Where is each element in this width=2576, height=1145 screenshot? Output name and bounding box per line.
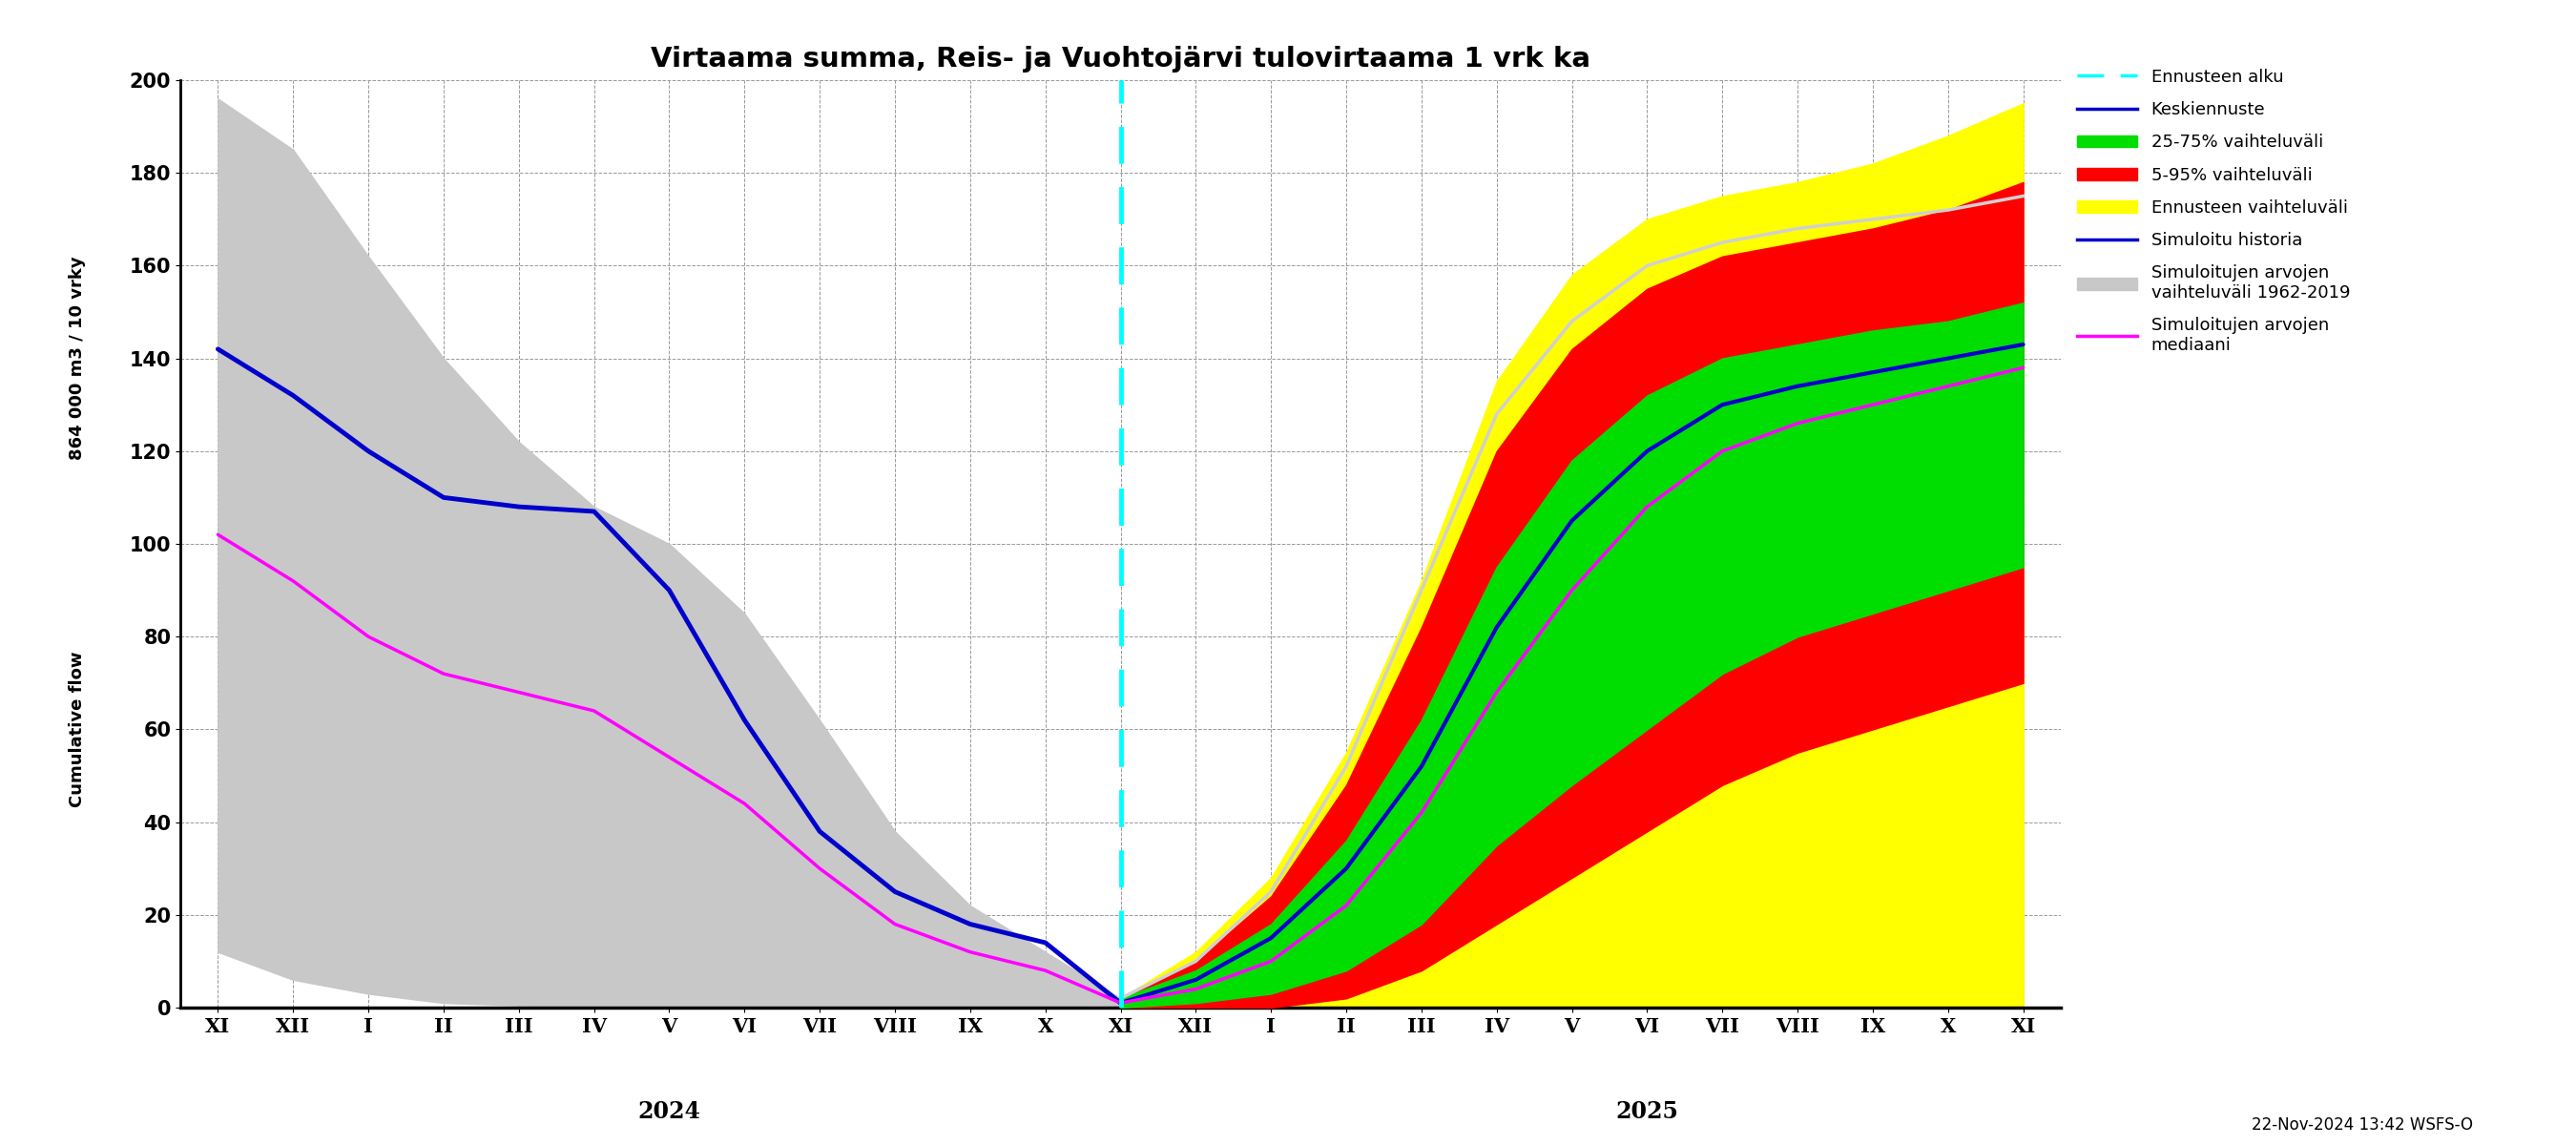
Text: 2024: 2024	[639, 1100, 701, 1123]
Title: Virtaama summa, Reis- ja Vuohtojärvi tulovirtaama 1 vrk ka: Virtaama summa, Reis- ja Vuohtojärvi tul…	[652, 46, 1589, 72]
Text: Cumulative flow: Cumulative flow	[70, 652, 85, 807]
Text: 22-Nov-2024 13:42 WSFS-O: 22-Nov-2024 13:42 WSFS-O	[2251, 1116, 2473, 1134]
Text: 2025: 2025	[1615, 1100, 1680, 1123]
Legend: Ennusteen alku, Keskiennuste, 25-75% vaihteluväli, 5-95% vaihteluväli, Ennusteen: Ennusteen alku, Keskiennuste, 25-75% vai…	[2071, 62, 2357, 361]
Text: 864 000 m3 / 10 vrky: 864 000 m3 / 10 vrky	[70, 256, 85, 460]
